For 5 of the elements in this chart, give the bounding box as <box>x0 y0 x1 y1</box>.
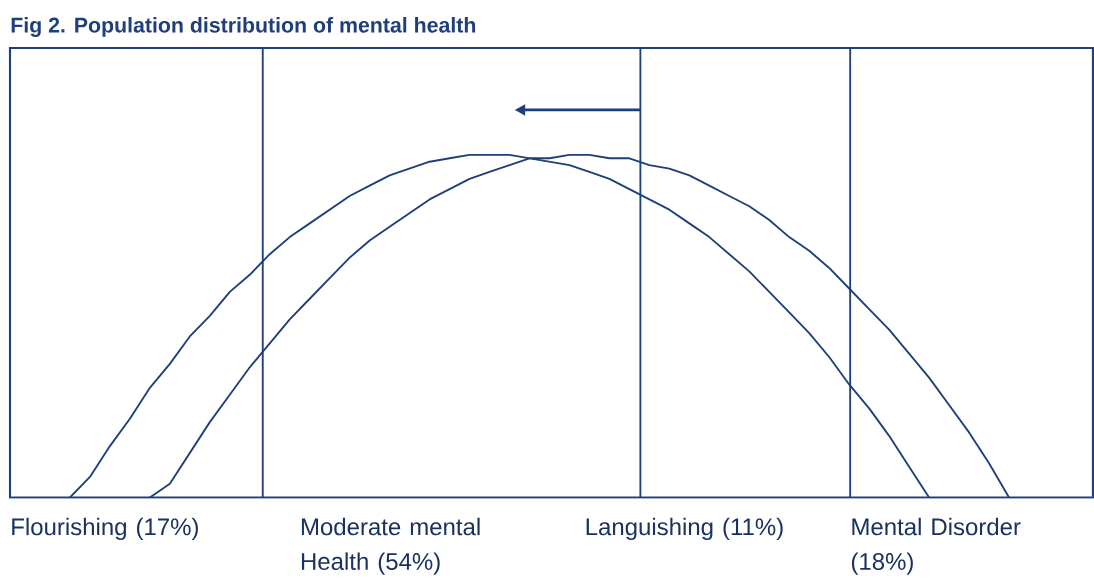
text: Flourishing (17%) <box>12 517 198 540</box>
text: Mental Disorder (18%) <box>851 517 1021 575</box>
text: Languishing (11%) <box>586 517 783 540</box>
chart-title: Fig 2. Population distribution of mental health <box>11 16 476 37</box>
text: Moderate mental Health (54%) <box>301 517 480 575</box>
